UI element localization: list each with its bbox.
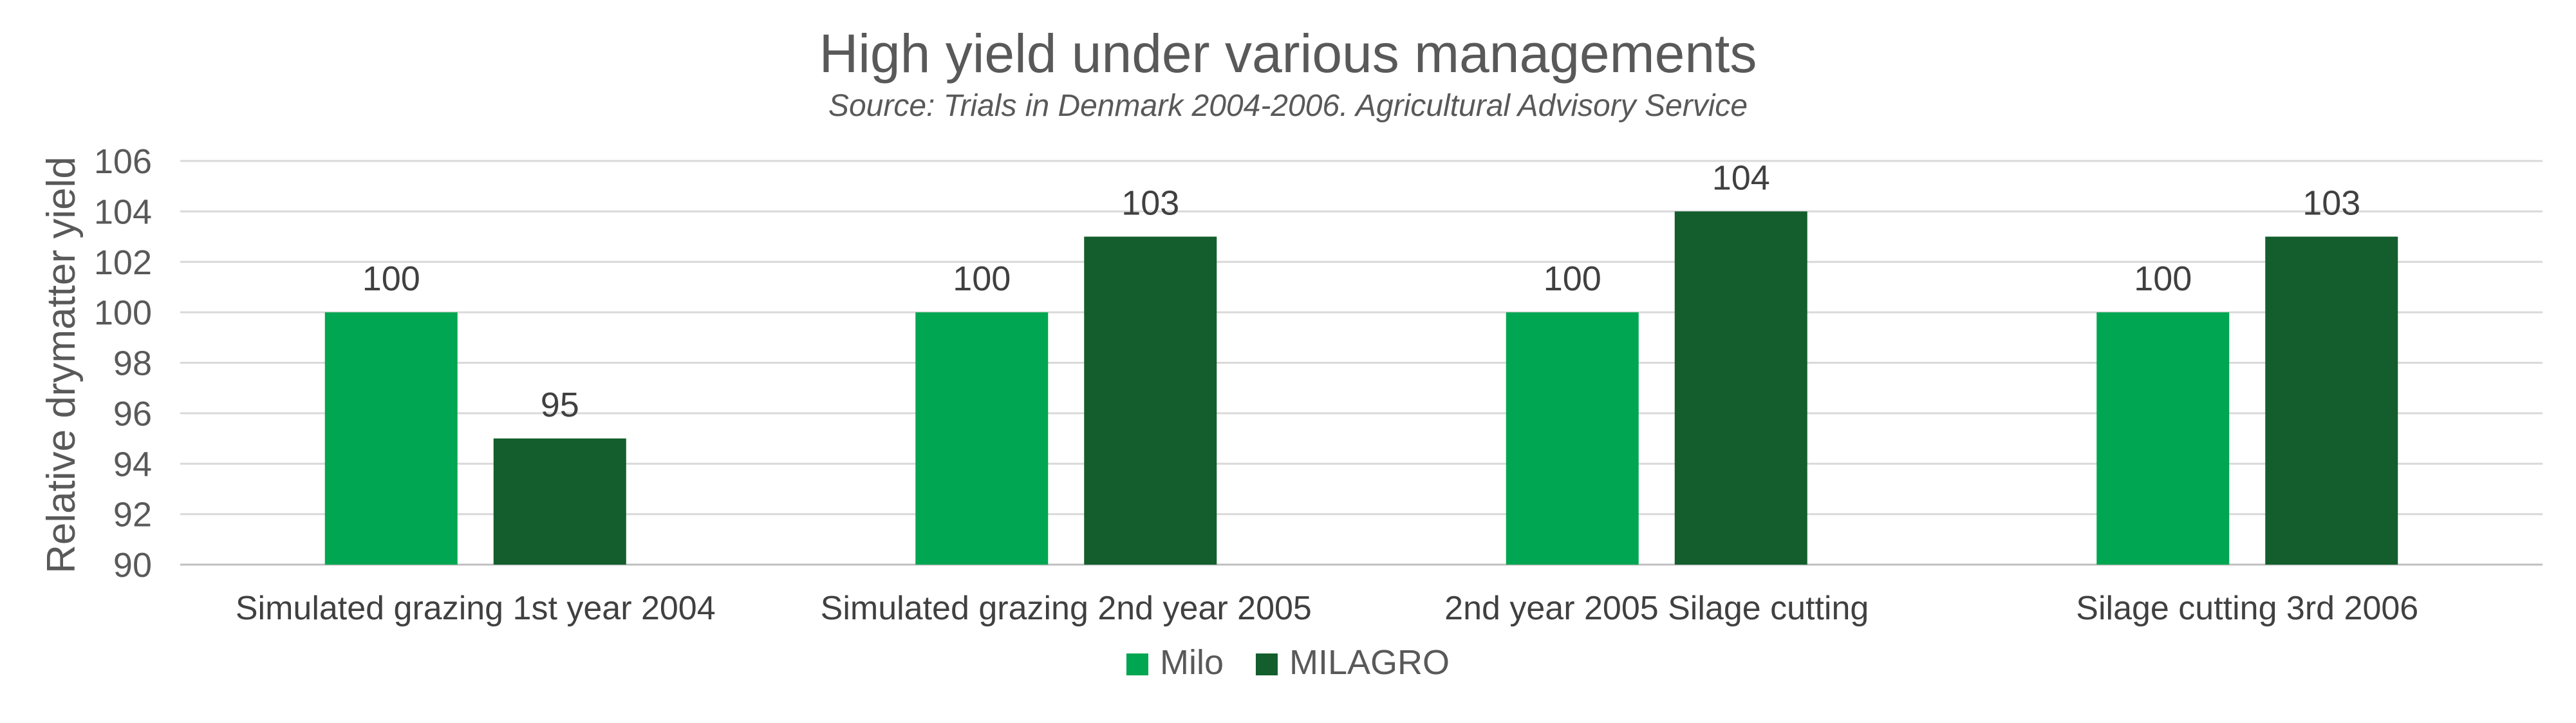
chart-subtitle: Source: Trials in Denmark 2004-2006. Agr… (828, 89, 1748, 123)
legend-item: Milo (1126, 643, 1224, 682)
bar-milagro (1084, 236, 1217, 565)
bar-milo (915, 312, 1049, 565)
x-axis-ticks: Simulated grazing 1st year 2004 Simulated… (236, 590, 2418, 627)
legend-label: Milo (1160, 643, 1224, 682)
data-label: 100 (362, 259, 420, 298)
data-labels: 100 95 100 103 100 104 100 103 (362, 158, 2361, 424)
y-tick-label: 92 (113, 496, 152, 534)
legend-swatch (1255, 653, 1278, 675)
data-label: 100 (953, 259, 1011, 298)
y-tick-label: 100 (94, 294, 152, 332)
y-tick-label: 96 (113, 395, 152, 433)
data-label: 104 (1712, 158, 1770, 197)
bars (324, 211, 2398, 565)
data-label: 100 (1544, 259, 1601, 298)
data-label: 95 (541, 386, 579, 424)
data-label: 100 (2134, 259, 2192, 298)
y-axis-label: Relative drymatter yield (39, 156, 84, 574)
bar-milagro (2265, 236, 2398, 565)
x-tick-label: Simulated grazing 2nd year 2005 (821, 590, 1312, 627)
bar-milo (324, 312, 458, 565)
x-tick-label: 2nd year 2005 Silage cutting (1444, 590, 1869, 627)
bar-milagro (493, 438, 626, 565)
legend-item: MILAGRO (1255, 643, 1450, 682)
data-label: 103 (2302, 184, 2360, 223)
y-tick-label: 104 (94, 192, 152, 231)
legend-swatch (1126, 653, 1148, 675)
legend-label: MILAGRO (1289, 643, 1450, 682)
bar-milo (2096, 312, 2230, 565)
x-tick-label: Simulated grazing 1st year 2004 (236, 590, 716, 627)
y-tick-label: 106 (94, 142, 152, 181)
y-tick-label: 94 (113, 445, 152, 484)
x-tick-label: Silage cutting 3rd 2006 (2076, 590, 2418, 627)
data-label: 103 (1121, 184, 1179, 223)
y-tick-label: 98 (113, 344, 152, 383)
y-axis-ticks: 90 92 94 96 98 100 102 104 106 (94, 142, 152, 585)
y-tick-label: 102 (94, 243, 152, 282)
bar-milagro (1674, 211, 1807, 565)
legend: Milo MILAGRO (1126, 643, 1450, 682)
bar-milo (1506, 312, 1639, 565)
chart-title: High yield under various managements (819, 23, 1757, 84)
y-tick-label: 90 (113, 546, 152, 585)
